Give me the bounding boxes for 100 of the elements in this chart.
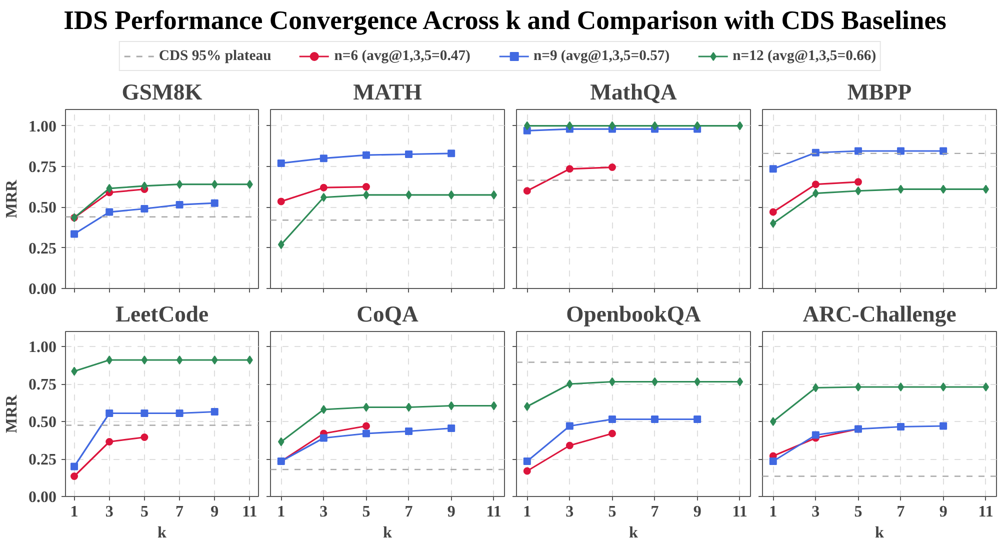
- point: [524, 402, 530, 411]
- text: IDS Performance Convergence Across k and Comparison with CDS Baselines: [64, 5, 946, 35]
- point: [278, 240, 284, 250]
- point: [320, 405, 327, 414]
- point: [694, 416, 702, 423]
- x-tick-label: 7: [896, 504, 905, 520]
- y-axis-title: MRR: [4, 394, 20, 434]
- point: [176, 410, 184, 417]
- y-tick-label: 1.00: [28, 118, 56, 136]
- point: [898, 382, 904, 392]
- point: [608, 416, 616, 423]
- point: [490, 190, 498, 200]
- point: [524, 121, 530, 130]
- x-tick-label: 1: [277, 504, 286, 520]
- point: [812, 148, 820, 156]
- y-tick-label: 0.25: [28, 452, 56, 468]
- point: [141, 356, 148, 364]
- x-axis-title: k: [383, 524, 392, 542]
- point: [362, 430, 370, 438]
- x-tick-label: 5: [854, 504, 862, 520]
- x-tick-label: 11: [486, 504, 502, 520]
- point: [608, 164, 616, 172]
- legend-label: CDS 95% plateau: [158, 48, 272, 64]
- point: [490, 401, 498, 410]
- y-tick-label: 0.00: [28, 281, 56, 298]
- point: [106, 184, 113, 193]
- point: [320, 154, 328, 162]
- point: [405, 150, 413, 158]
- x-tick-label: 3: [566, 504, 574, 520]
- point: [566, 422, 574, 430]
- y-tick-label: 0.00: [28, 489, 56, 506]
- point: [769, 165, 777, 173]
- x-tick-label: 7: [404, 504, 413, 520]
- y-tick-label: 1.00: [28, 339, 56, 356]
- point: [608, 430, 616, 438]
- point: [362, 183, 370, 191]
- point: [277, 159, 285, 167]
- point: [140, 434, 148, 441]
- x-tick-label: 5: [140, 504, 148, 520]
- point: [70, 462, 78, 470]
- point: [940, 382, 946, 392]
- x-tick-label: 3: [105, 504, 114, 520]
- legend-label: n=9 (avg@1,3,5=0.57): [533, 48, 670, 64]
- point: [210, 199, 218, 207]
- point: [210, 408, 218, 416]
- point: [812, 180, 820, 188]
- point: [70, 230, 78, 238]
- point: [736, 121, 744, 130]
- point: [523, 458, 531, 465]
- point: [897, 147, 905, 155]
- x-tick-label: 7: [650, 504, 659, 520]
- point: [362, 422, 370, 430]
- x-tick-label: 1: [70, 504, 78, 520]
- x-tick-label: 9: [210, 504, 219, 520]
- x-tick-label: 11: [978, 504, 994, 520]
- point: [651, 416, 659, 423]
- point: [106, 356, 113, 364]
- point: [106, 438, 114, 446]
- point: [854, 147, 862, 155]
- y-tick-label: 0.25: [28, 240, 56, 258]
- point: [246, 356, 253, 364]
- point: [448, 150, 456, 158]
- chart-title: MATH: [353, 80, 422, 104]
- chart-title: MathQA: [590, 80, 678, 104]
- point: [106, 208, 114, 216]
- chart-title: LeetCode: [115, 302, 209, 326]
- point: [982, 382, 990, 392]
- y-tick-label: 0.75: [28, 376, 56, 394]
- x-axis-title: k: [875, 524, 884, 542]
- chart-title: GSM8K: [122, 80, 203, 104]
- point: [523, 467, 531, 475]
- chart-title: OpenbookQA: [566, 302, 702, 326]
- x-tick-label: 11: [242, 504, 258, 520]
- x-tick-label: 9: [447, 504, 456, 520]
- point: [854, 178, 862, 186]
- point: [320, 434, 328, 442]
- point: [940, 422, 948, 430]
- x-tick-label: 3: [320, 504, 328, 520]
- legend-label: n=12 (avg@1,3,5=0.66): [732, 48, 876, 64]
- x-tick-label: 5: [362, 504, 370, 520]
- point: [770, 417, 776, 426]
- y-axis-title: MRR: [4, 179, 20, 218]
- x-tick-label: 11: [732, 504, 748, 520]
- x-tick-label: 9: [939, 504, 948, 520]
- point: [448, 424, 456, 432]
- point: [211, 180, 218, 189]
- y-tick-label: 0.75: [28, 158, 56, 176]
- chart-title: CoQA: [356, 302, 419, 326]
- point: [140, 410, 148, 417]
- x-axis-title: k: [629, 524, 638, 542]
- point: [405, 428, 413, 435]
- point: [769, 208, 777, 216]
- x-tick-label: 1: [523, 504, 532, 520]
- point: [769, 458, 777, 465]
- point: [277, 198, 285, 206]
- point: [812, 431, 820, 439]
- legend-label: n=6 (avg@1,3,5=0.47): [334, 48, 470, 64]
- point: [897, 423, 905, 430]
- point: [140, 205, 148, 213]
- point: [320, 184, 328, 192]
